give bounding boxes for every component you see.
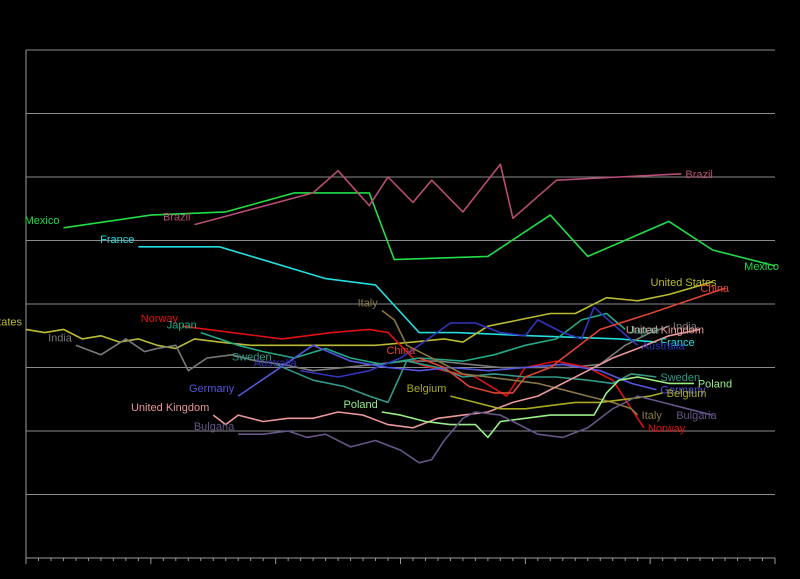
series-line-italy [381, 309, 639, 416]
series-line-belgium [450, 392, 663, 410]
series-label-left-poland: Poland [344, 399, 378, 411]
series-label-right-japan: Japan [629, 324, 659, 336]
series-label-left-germany: Germany [189, 383, 235, 395]
series-label-left-brazil: Brazil [163, 212, 191, 224]
series-label-left-china: China [386, 345, 416, 357]
series-label-right-united-states: United States [651, 277, 718, 289]
series-label-left-australia: Australia [254, 358, 298, 370]
series-line-mexico [63, 192, 776, 267]
series-label-right-italy: Italy [642, 410, 663, 422]
series-label-right-mexico: Mexico [744, 261, 779, 273]
series-label-right-china: China [700, 283, 730, 295]
series-line-sweden [275, 360, 657, 404]
series-lines [25, 163, 776, 464]
series-label-right-india: India [673, 321, 698, 333]
series-label-left-japan: Japan [167, 320, 197, 332]
series-label-left-norway: Norway [141, 313, 179, 325]
series-line-united-kingdom [212, 328, 701, 429]
series-label-left-sweden: Sweden [232, 351, 272, 363]
series-line-norway [181, 325, 645, 429]
series-label-right-united-kingdom: United Kingdom [626, 324, 704, 336]
series-label-right-belgium: Belgium [667, 388, 707, 400]
series-line-china [418, 287, 726, 394]
series-label-left-bulgaria: Bulgaria [194, 421, 235, 433]
series-label-right-brazil: Brazil [685, 169, 713, 181]
series-label-left-india: India [48, 332, 73, 344]
series-label-left-mexico: Mexico [25, 215, 60, 227]
series-labels: MexicoMexicoBrazilBrazilFranceFranceUnit… [0, 169, 779, 435]
series-label-right-bulgaria: Bulgaria [676, 410, 717, 422]
series-line-brazil [194, 163, 682, 226]
series-label-left-italy: Italy [358, 297, 379, 309]
series-label-right-norway: Norway [648, 423, 686, 435]
series-label-left-united-kingdom: United Kingdom [131, 402, 209, 414]
series-label-left-belgium: Belgium [407, 383, 447, 395]
series-label-right-france: France [660, 337, 694, 349]
series-label-left-united-states: United States [0, 316, 22, 328]
series-line-united-states [25, 281, 713, 350]
series-label-left-france: France [100, 234, 134, 246]
series-line-bulgaria [238, 395, 713, 464]
series-label-right-australia: Australia [642, 340, 686, 352]
series-label-right-sweden: Sweden [660, 372, 700, 384]
gridlines [26, 49, 775, 559]
series-line-poland [381, 376, 694, 439]
series-label-right-poland: Poland [698, 378, 732, 390]
x-axis [25, 50, 776, 564]
series-label-right-germany: Germany [660, 385, 706, 397]
